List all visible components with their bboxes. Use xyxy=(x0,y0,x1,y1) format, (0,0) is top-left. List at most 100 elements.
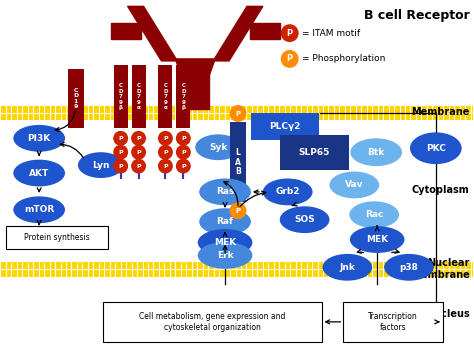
Text: C
D
7
9
β: C D 7 9 β xyxy=(118,83,123,110)
Bar xyxy=(105,105,110,113)
Bar xyxy=(62,270,66,277)
Polygon shape xyxy=(175,59,215,76)
Bar xyxy=(127,262,132,269)
Bar xyxy=(111,114,115,120)
Bar xyxy=(450,262,454,269)
Bar xyxy=(351,114,356,120)
Text: Lyn: Lyn xyxy=(92,160,109,170)
Bar xyxy=(444,105,449,113)
Bar xyxy=(406,270,410,277)
Bar xyxy=(111,262,115,269)
Ellipse shape xyxy=(13,196,65,223)
Bar xyxy=(242,262,246,269)
Bar xyxy=(275,262,279,269)
Bar xyxy=(209,114,214,120)
Bar xyxy=(461,105,465,113)
Bar xyxy=(226,262,230,269)
Bar xyxy=(187,114,192,120)
Ellipse shape xyxy=(229,202,246,219)
Text: AKT: AKT xyxy=(29,169,49,178)
Bar xyxy=(176,262,181,269)
Bar xyxy=(7,262,11,269)
Bar xyxy=(204,270,208,277)
Bar xyxy=(379,114,383,120)
Bar xyxy=(335,114,339,120)
Ellipse shape xyxy=(281,50,299,68)
Bar xyxy=(12,270,17,277)
Bar xyxy=(40,105,44,113)
Bar xyxy=(12,114,17,120)
Bar xyxy=(215,270,219,277)
Bar xyxy=(29,105,33,113)
Text: P: P xyxy=(163,164,168,169)
Bar xyxy=(379,105,383,113)
Bar xyxy=(182,114,186,120)
Bar xyxy=(89,270,93,277)
Bar xyxy=(368,105,372,113)
Bar xyxy=(149,270,154,277)
Bar xyxy=(78,270,82,277)
Bar xyxy=(428,270,432,277)
Bar xyxy=(116,114,121,120)
Text: P: P xyxy=(163,150,168,155)
Bar xyxy=(45,114,50,120)
Bar xyxy=(455,105,460,113)
Bar xyxy=(182,105,186,113)
Ellipse shape xyxy=(322,254,372,281)
Bar xyxy=(155,262,159,269)
Bar xyxy=(313,105,318,113)
Bar xyxy=(160,114,164,120)
Bar xyxy=(51,270,55,277)
Ellipse shape xyxy=(198,229,253,256)
Text: Nuclear
membrane: Nuclear membrane xyxy=(411,258,470,280)
Bar xyxy=(297,270,301,277)
Bar xyxy=(466,105,471,113)
Bar xyxy=(461,262,465,269)
Text: = ITAM motif: = ITAM motif xyxy=(301,29,360,38)
Bar xyxy=(187,270,192,277)
Bar xyxy=(1,105,6,113)
Bar xyxy=(34,105,39,113)
Bar xyxy=(220,262,225,269)
Ellipse shape xyxy=(350,226,404,253)
Bar xyxy=(138,262,143,269)
Bar xyxy=(198,105,203,113)
Text: Protein synthesis: Protein synthesis xyxy=(24,233,90,242)
Bar xyxy=(269,270,274,277)
Bar xyxy=(302,262,307,269)
Bar xyxy=(12,105,17,113)
Text: P: P xyxy=(287,54,293,64)
Bar xyxy=(466,262,471,269)
Text: P: P xyxy=(136,136,141,141)
Bar xyxy=(247,114,252,120)
Bar xyxy=(362,270,367,277)
Text: Nucleus: Nucleus xyxy=(426,309,470,319)
Bar xyxy=(160,262,164,269)
Bar xyxy=(302,270,307,277)
Bar xyxy=(247,105,252,113)
Bar xyxy=(29,262,33,269)
Bar xyxy=(324,114,328,120)
Text: Grb2: Grb2 xyxy=(275,187,300,196)
Bar xyxy=(204,262,208,269)
Ellipse shape xyxy=(158,145,173,160)
Ellipse shape xyxy=(113,145,128,160)
Bar xyxy=(209,270,214,277)
Bar xyxy=(417,114,421,120)
Bar xyxy=(127,105,132,113)
Bar xyxy=(297,262,301,269)
Bar xyxy=(280,114,285,120)
Bar xyxy=(297,105,301,113)
Bar xyxy=(422,105,427,113)
Bar xyxy=(116,270,121,277)
Bar xyxy=(62,262,66,269)
Polygon shape xyxy=(182,74,209,109)
Bar xyxy=(23,262,28,269)
Bar xyxy=(242,114,246,120)
Bar xyxy=(171,262,175,269)
Bar xyxy=(340,114,345,120)
Bar xyxy=(220,105,225,113)
Bar xyxy=(384,270,389,277)
Ellipse shape xyxy=(131,145,146,160)
Bar xyxy=(127,114,132,120)
